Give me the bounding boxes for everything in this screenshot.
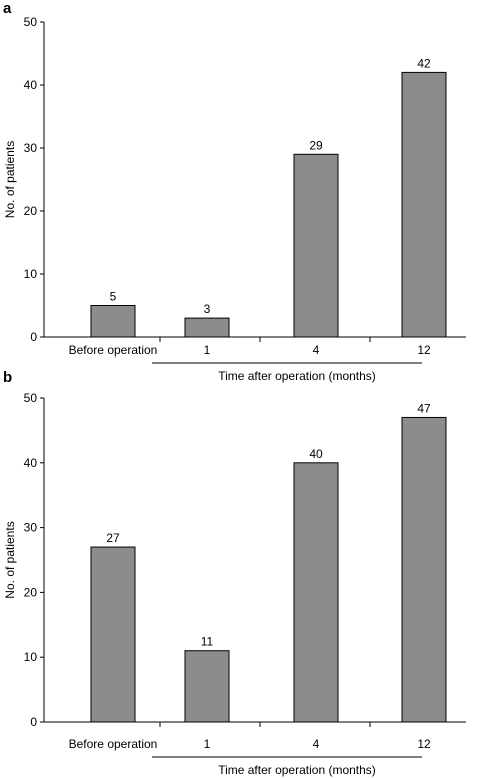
x-axis-label: Time after operation (months) [218,763,376,777]
x-tick-label: 1 [204,737,211,751]
panel-letter: a [3,0,12,17]
y-tick-label: 10 [24,650,38,664]
x-tick-label: 12 [417,343,431,357]
bar [293,153,339,338]
x-tick-label: 1 [204,343,211,357]
y-tick-label: 30 [24,141,38,155]
y-tick-label: 10 [24,267,38,281]
data-label: 47 [417,401,431,415]
y-tick-label: 0 [30,715,37,729]
y-tick-label: 40 [24,456,38,470]
y-tick-label: 20 [24,204,38,218]
data-label: 42 [417,56,431,70]
x-tick-label: Before operation [69,737,158,751]
y-tick-label: 50 [24,15,38,29]
data-label: 5 [110,290,117,304]
bar [293,462,339,723]
y-tick-label: 50 [24,391,38,405]
y-axis-label: No. of patients [3,141,17,218]
x-tick-label: 4 [313,343,320,357]
y-tick-label: 30 [24,521,38,535]
x-tick-label: Before operation [69,343,158,357]
data-label: 11 [201,635,214,649]
x-tick-label: 12 [417,737,431,751]
bar [90,305,136,338]
panel-letter: b [3,369,12,386]
y-tick-label: 0 [30,330,37,344]
bar [401,71,447,338]
y-tick-label: 40 [24,78,38,92]
panel-a: a 0 10 20 30 40 50 No. of patients 5 Before opera… [3,0,466,383]
panel-b: b 0 10 20 30 40 50 No. of patients 27 Before oper… [3,369,466,777]
bar [90,546,136,723]
data-label: 29 [309,138,323,152]
bar [184,317,230,338]
y-tick-label: 20 [24,585,38,599]
x-tick-label: 4 [313,737,320,751]
data-label: 3 [204,302,211,316]
x-axis-label: Time after operation (months) [218,369,376,383]
bar [184,650,230,723]
data-label: 27 [106,531,120,545]
bar [401,416,447,723]
y-axis-label: No. of patients [3,521,17,598]
data-label: 40 [309,447,323,461]
